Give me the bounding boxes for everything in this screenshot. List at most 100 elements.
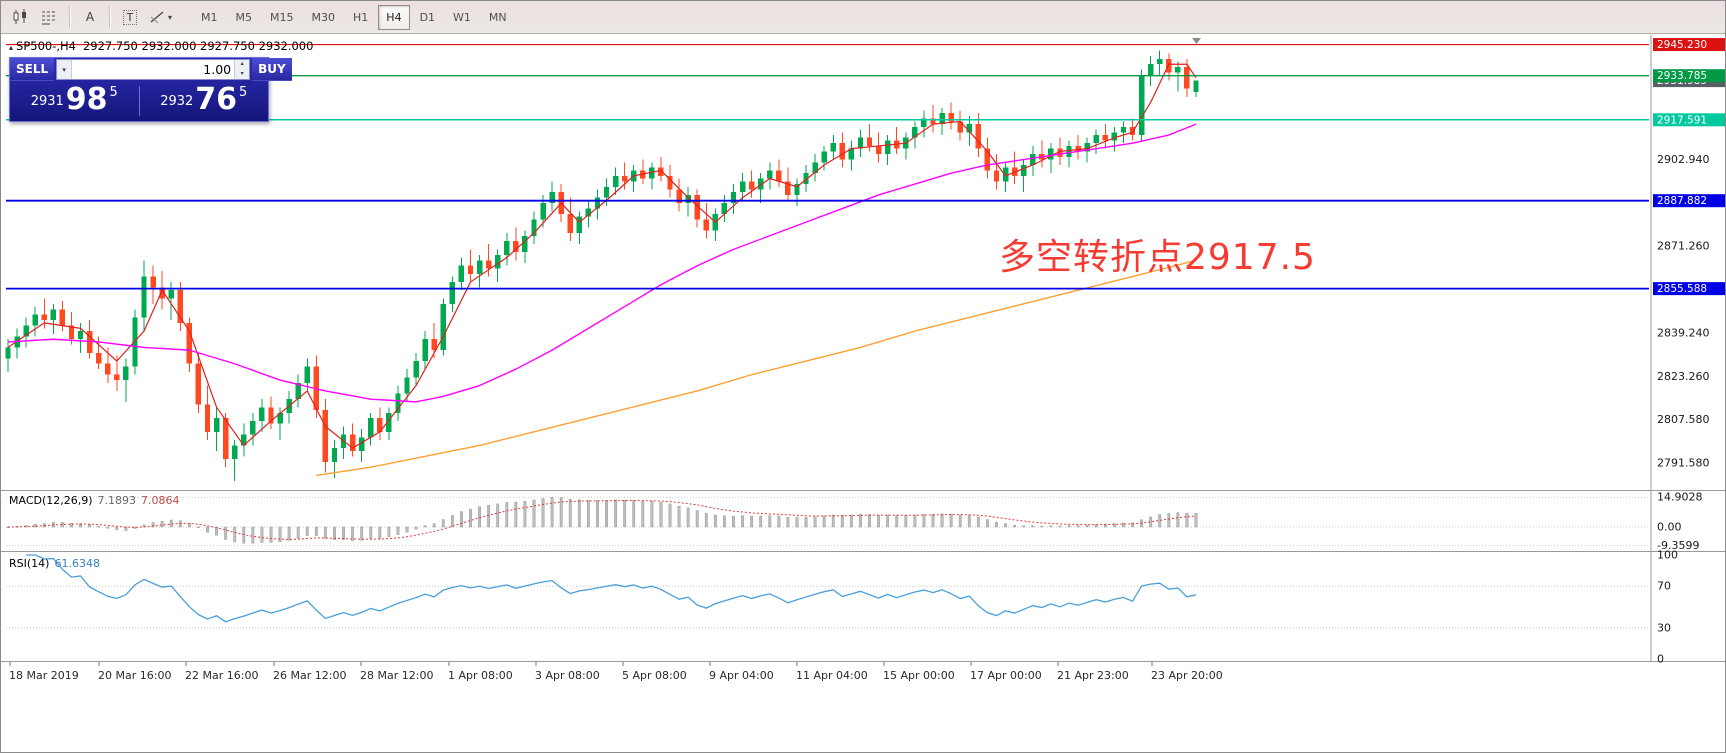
timeframe-h1[interactable]: H1	[345, 5, 376, 30]
candle	[368, 418, 374, 438]
ma-line-slow	[316, 259, 1197, 477]
volume-dropdown-button[interactable]: ▾	[57, 60, 73, 79]
text-tool-button[interactable]: T	[117, 5, 143, 30]
toolbar-separator	[69, 6, 71, 28]
indicators-button[interactable]	[36, 5, 63, 30]
candle	[912, 126, 918, 138]
candle	[930, 118, 936, 125]
candle	[250, 420, 256, 435]
candle	[32, 314, 38, 326]
timeframe-d1[interactable]: D1	[412, 5, 443, 30]
time-label: 22 Mar 16:00	[185, 669, 258, 682]
timeframe-m1[interactable]: M1	[193, 5, 226, 30]
candle	[95, 352, 102, 364]
time-label: 3 Apr 08:00	[535, 669, 600, 682]
candle	[612, 175, 619, 187]
candle	[377, 418, 383, 432]
timeframe-mn[interactable]: MN	[481, 5, 515, 30]
candle	[5, 347, 11, 359]
ask-price: 2932 76 5	[140, 85, 269, 117]
timeframe-m30[interactable]: M30	[304, 5, 344, 30]
timeframe-group: M1 M5 M15 M30 H1 H4 D1 W1 MN	[192, 4, 516, 30]
rsi-axis-label: 100	[1657, 549, 1678, 562]
candle	[395, 393, 401, 413]
candle	[730, 192, 737, 204]
svg-text:2917.591: 2917.591	[1657, 114, 1707, 126]
candle	[658, 167, 664, 176]
timeframe-w1[interactable]: W1	[445, 5, 479, 30]
volume-spinner: ▴ ▾	[234, 60, 250, 79]
chart-ohlc-header: ▴ SP500-,H4 2927.750 2932.000 2927.750 293…	[9, 39, 313, 53]
candle	[1175, 66, 1181, 73]
draw-tools-button[interactable]: ▾	[145, 5, 177, 30]
candle	[966, 124, 972, 133]
candle	[939, 113, 945, 125]
candle	[458, 265, 465, 283]
candle	[59, 309, 66, 326]
candle	[213, 418, 220, 432]
chart-type-button[interactable]	[7, 5, 34, 30]
candle	[195, 363, 202, 405]
volume-increase-button[interactable]: ▴	[235, 60, 250, 70]
macd-axis-label: 14.9028	[1657, 491, 1703, 504]
buy-button[interactable]: BUY	[252, 58, 292, 81]
candle	[522, 235, 528, 253]
candle	[322, 410, 329, 462]
candle	[467, 265, 474, 274]
svg-text:2945.230: 2945.230	[1657, 39, 1707, 51]
candle	[304, 366, 310, 383]
macd-axis-label: 0.00	[1657, 521, 1682, 534]
svg-text:2855.588: 2855.588	[1657, 283, 1707, 295]
volume-decrease-button[interactable]: ▾	[235, 69, 250, 79]
timeframe-m15[interactable]: M15	[262, 5, 302, 30]
ask-prefix: 2932	[160, 94, 194, 109]
cursor-tool-button[interactable]: A	[77, 5, 103, 30]
volume-input[interactable]	[72, 60, 235, 79]
candle	[767, 170, 773, 179]
macd-value: 7.1893	[97, 494, 137, 507]
one-click-trading-panel: SELL ▾ ▴ ▾ BUY 2931 98 5 2932 76 5	[9, 57, 292, 122]
candle	[132, 317, 138, 367]
candlestick-chart-icon	[13, 9, 26, 24]
candle	[114, 374, 120, 381]
candle	[649, 167, 655, 179]
candle	[776, 170, 782, 182]
candle	[504, 241, 510, 255]
candle	[694, 194, 700, 220]
candle	[857, 137, 864, 149]
symbol-label: SP500-,H4	[16, 39, 76, 53]
symbol-marker-icon: ▴	[9, 43, 14, 52]
candle	[141, 276, 147, 318]
rsi-line	[26, 554, 1197, 623]
candle	[268, 407, 274, 424]
candle	[204, 404, 211, 432]
candle	[685, 194, 691, 204]
chart-shift-marker[interactable]	[1192, 38, 1201, 44]
candle	[875, 145, 882, 155]
candle	[295, 382, 301, 400]
indicators-icon	[42, 11, 56, 25]
candle	[1120, 126, 1127, 133]
timeframe-m5[interactable]: M5	[228, 5, 261, 30]
candle	[77, 331, 84, 340]
candle	[1157, 58, 1163, 65]
chevron-down-icon: ▾	[168, 12, 173, 22]
candle	[948, 113, 954, 122]
timeframe-h4[interactable]: H4	[378, 4, 410, 30]
candle	[1084, 143, 1090, 152]
candle	[358, 437, 365, 451]
rsi-axis-label: 0	[1657, 653, 1664, 666]
candle	[422, 339, 428, 362]
candle	[803, 173, 809, 185]
sell-button[interactable]: SELL	[10, 58, 55, 81]
chart-annotation-text[interactable]: 多空转折点2917.5	[999, 237, 1316, 278]
candle	[68, 325, 75, 340]
time-axis[interactable]: 18 Mar 2019 20 Mar 16:00 22 Mar 16:00 26 Ma…	[9, 662, 1223, 682]
macd-histogram	[6, 496, 1198, 544]
candle	[1030, 154, 1036, 165]
candle	[721, 203, 728, 214]
price-tag: 2945.230	[1653, 38, 1725, 52]
time-label: 18 Mar 2019	[9, 669, 79, 682]
